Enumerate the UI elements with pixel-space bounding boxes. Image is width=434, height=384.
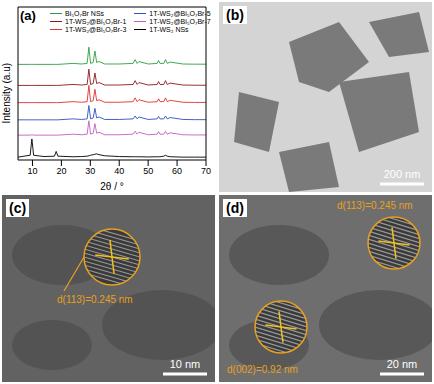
svg-text:20 nm: 20 nm [387,358,418,370]
svg-text:2θ / °: 2θ / ° [100,181,123,192]
svg-text:20: 20 [56,166,66,176]
svg-text:10: 10 [27,166,37,176]
html-text:(b): (b) [226,7,244,23]
html-text:1T-WS₂@Bi₅O₇Br-3: 1T-WS₂@Bi₅O₇Br-3 [65,26,127,33]
html-text:(d): (d) [226,200,244,216]
html-text:1T-WS₂@Bi₅O₇Br-1: 1T-WS₂@Bi₅O₇Br-1 [65,18,127,25]
svg-text:d(113)=0.245 nm: d(113)=0.245 nm [57,294,133,305]
svg-text:30: 30 [85,166,95,176]
svg-text:d(113)=0.245 nm: d(113)=0.245 nm [337,200,413,211]
svg-text:40: 40 [114,166,124,176]
svg-text:200 nm: 200 nm [384,168,421,180]
svg-text:d(002)=0.92 nm: d(002)=0.92 nm [227,364,298,375]
html-text:Bi₅O₇Br NSs: Bi₅O₇Br NSs [65,10,105,17]
svg-text:10 nm: 10 nm [170,358,201,370]
html-text:1T-WS₂@Bi₅O₇Br-7: 1T-WS₂@Bi₅O₇Br-7 [149,18,211,25]
html-text:1T-WS₂@Bi₅O₇Br-5: 1T-WS₂@Bi₅O₇Br-5 [149,10,211,17]
html-text:(a): (a) [20,8,36,23]
svg-text:Intensity (a.u): Intensity (a.u) [1,63,12,124]
html-text:1T-WS₂ NSs: 1T-WS₂ NSs [149,26,189,33]
svg-text:50: 50 [143,166,153,176]
svg-text:70: 70 [201,166,211,176]
svg-text:60: 60 [172,166,182,176]
html-text:(c): (c) [9,200,27,216]
